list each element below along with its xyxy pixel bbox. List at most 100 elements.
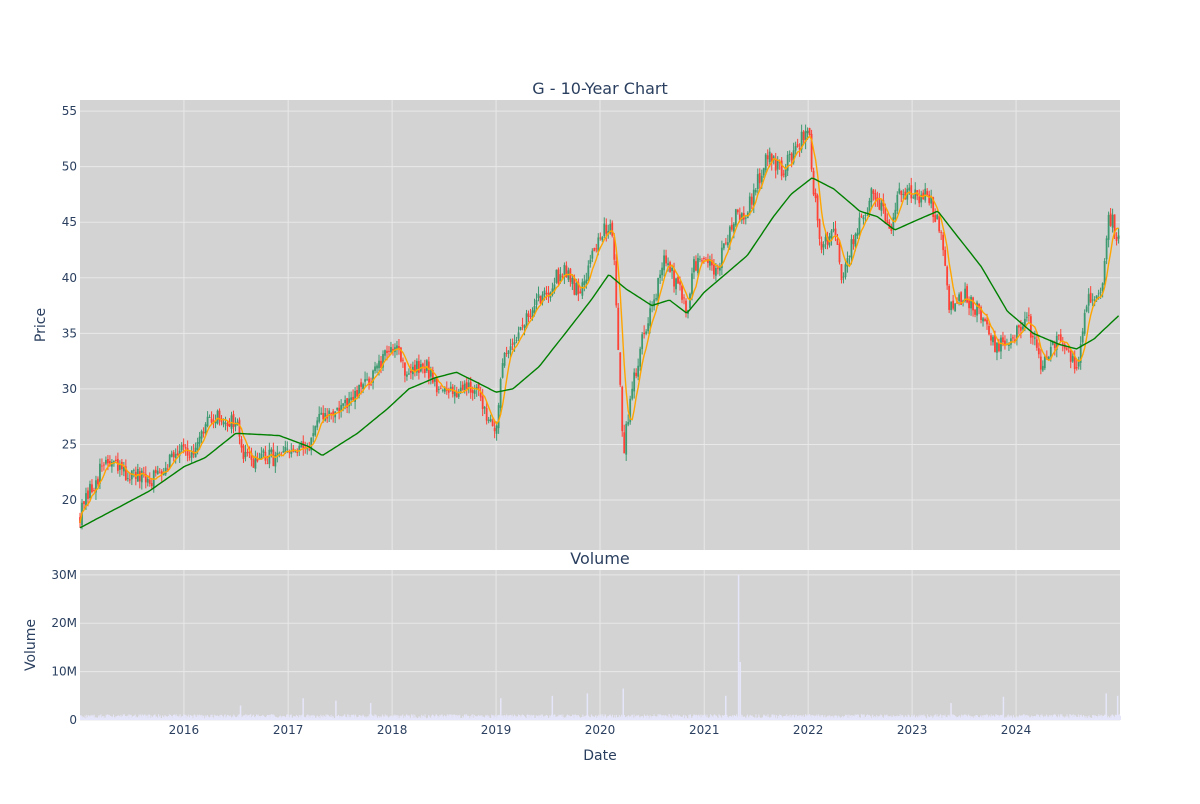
volume-bar: [404, 715, 406, 720]
volume-bar: [1094, 715, 1096, 720]
volume-bar: [774, 714, 776, 720]
volume-bar: [1087, 718, 1089, 720]
volume-bar: [716, 716, 718, 720]
price-candle-body: [507, 350, 510, 354]
volume-bar: [303, 716, 305, 720]
volume-bar: [349, 715, 351, 720]
volume-bar: [1048, 717, 1050, 720]
volume-bar: [590, 714, 592, 720]
volume-bar: [482, 717, 484, 720]
volume-bar: [488, 715, 490, 720]
volume-bar: [573, 714, 575, 720]
volume-bar: [642, 716, 644, 720]
price-candle-body: [673, 270, 675, 287]
volume-bar: [621, 714, 623, 720]
volume-bar: [664, 715, 666, 720]
volume-bar: [573, 718, 575, 720]
price-candle-body: [1065, 348, 1068, 350]
volume-bar: [898, 716, 900, 720]
volume-bar: [334, 718, 336, 720]
price-candle-body: [178, 450, 181, 456]
price-candle-body: [338, 407, 341, 414]
price-candle-body: [601, 237, 604, 240]
volume-bar: [359, 715, 361, 720]
volume-bar: [863, 714, 865, 720]
price-candle-body: [1095, 295, 1098, 299]
volume-bar: [106, 715, 108, 720]
volume-bar: [896, 716, 898, 720]
price-candle-body: [804, 130, 807, 142]
volume-bar: [594, 715, 596, 720]
volume-bar: [334, 717, 336, 720]
volume-bar: [357, 717, 359, 720]
volume-bar: [864, 716, 866, 720]
volume-bar: [394, 714, 396, 720]
volume-bar: [504, 715, 506, 720]
volume-bar: [410, 718, 412, 720]
volume-bar: [987, 717, 989, 720]
volume-bar: [426, 718, 428, 720]
volume-bar: [200, 715, 202, 720]
price-y-tick-label: 30: [62, 382, 77, 396]
price-candle-body: [519, 327, 522, 331]
volume-bar: [1055, 717, 1057, 720]
price-candle-body: [860, 215, 863, 218]
price-candle-body: [392, 348, 394, 351]
volume-bar: [1092, 714, 1094, 720]
volume-bar: [496, 715, 498, 720]
volume-bar: [376, 718, 378, 720]
price-candle-body: [784, 168, 787, 178]
volume-bar: [1019, 714, 1021, 720]
volume-bar: [787, 717, 789, 720]
volume-bar: [891, 717, 893, 720]
volume-bar: [410, 714, 412, 720]
volume-bar: [420, 718, 422, 720]
volume-bar: [569, 716, 571, 720]
volume-bar: [1026, 714, 1028, 720]
volume-bar: [461, 718, 463, 720]
volume-bar: [90, 716, 92, 720]
volume-bar: [104, 718, 106, 720]
volume-bar: [1010, 715, 1012, 720]
volume-bar: [462, 716, 464, 720]
price-candle-body: [810, 133, 813, 170]
volume-bar: [671, 714, 673, 720]
volume-bar: [349, 718, 351, 720]
volume-bar: [151, 716, 153, 720]
volume-bar: [472, 714, 474, 720]
price-candle-body: [318, 413, 321, 422]
volume-bar: [1002, 714, 1004, 720]
date-x-tick-label: 2024: [1001, 723, 1032, 737]
price-candle-body: [384, 350, 386, 356]
volume-bar: [633, 714, 635, 720]
volume-bar: [1101, 714, 1103, 720]
volume-bar: [703, 715, 705, 720]
volume-bar: [686, 718, 688, 720]
volume-bar: [589, 717, 591, 720]
volume-bar: [204, 718, 206, 720]
volume-bar: [917, 717, 919, 720]
volume-bar: [256, 715, 258, 720]
volume-bar: [631, 714, 633, 720]
volume-spike-bar: [500, 698, 502, 720]
volume-bar: [309, 716, 311, 720]
volume-bar: [1008, 716, 1010, 720]
volume-bar: [287, 714, 289, 720]
price-candle-body: [683, 297, 685, 299]
volume-bar: [323, 715, 325, 720]
price-candle-body: [649, 308, 652, 326]
volume-bar: [793, 717, 795, 720]
price-candle-body: [390, 347, 392, 353]
price-candle-body: [685, 300, 687, 314]
price-candle-body: [798, 148, 801, 150]
volume-bar: [285, 717, 287, 720]
volume-bar: [103, 717, 105, 720]
volume-bar: [710, 718, 712, 720]
volume-bar: [238, 717, 240, 720]
volume-bar: [676, 714, 678, 720]
volume-bar: [524, 717, 526, 720]
volume-bar: [304, 717, 306, 720]
price-candle-body: [511, 343, 514, 345]
volume-bar: [97, 717, 99, 720]
price-candle-body: [525, 313, 528, 329]
